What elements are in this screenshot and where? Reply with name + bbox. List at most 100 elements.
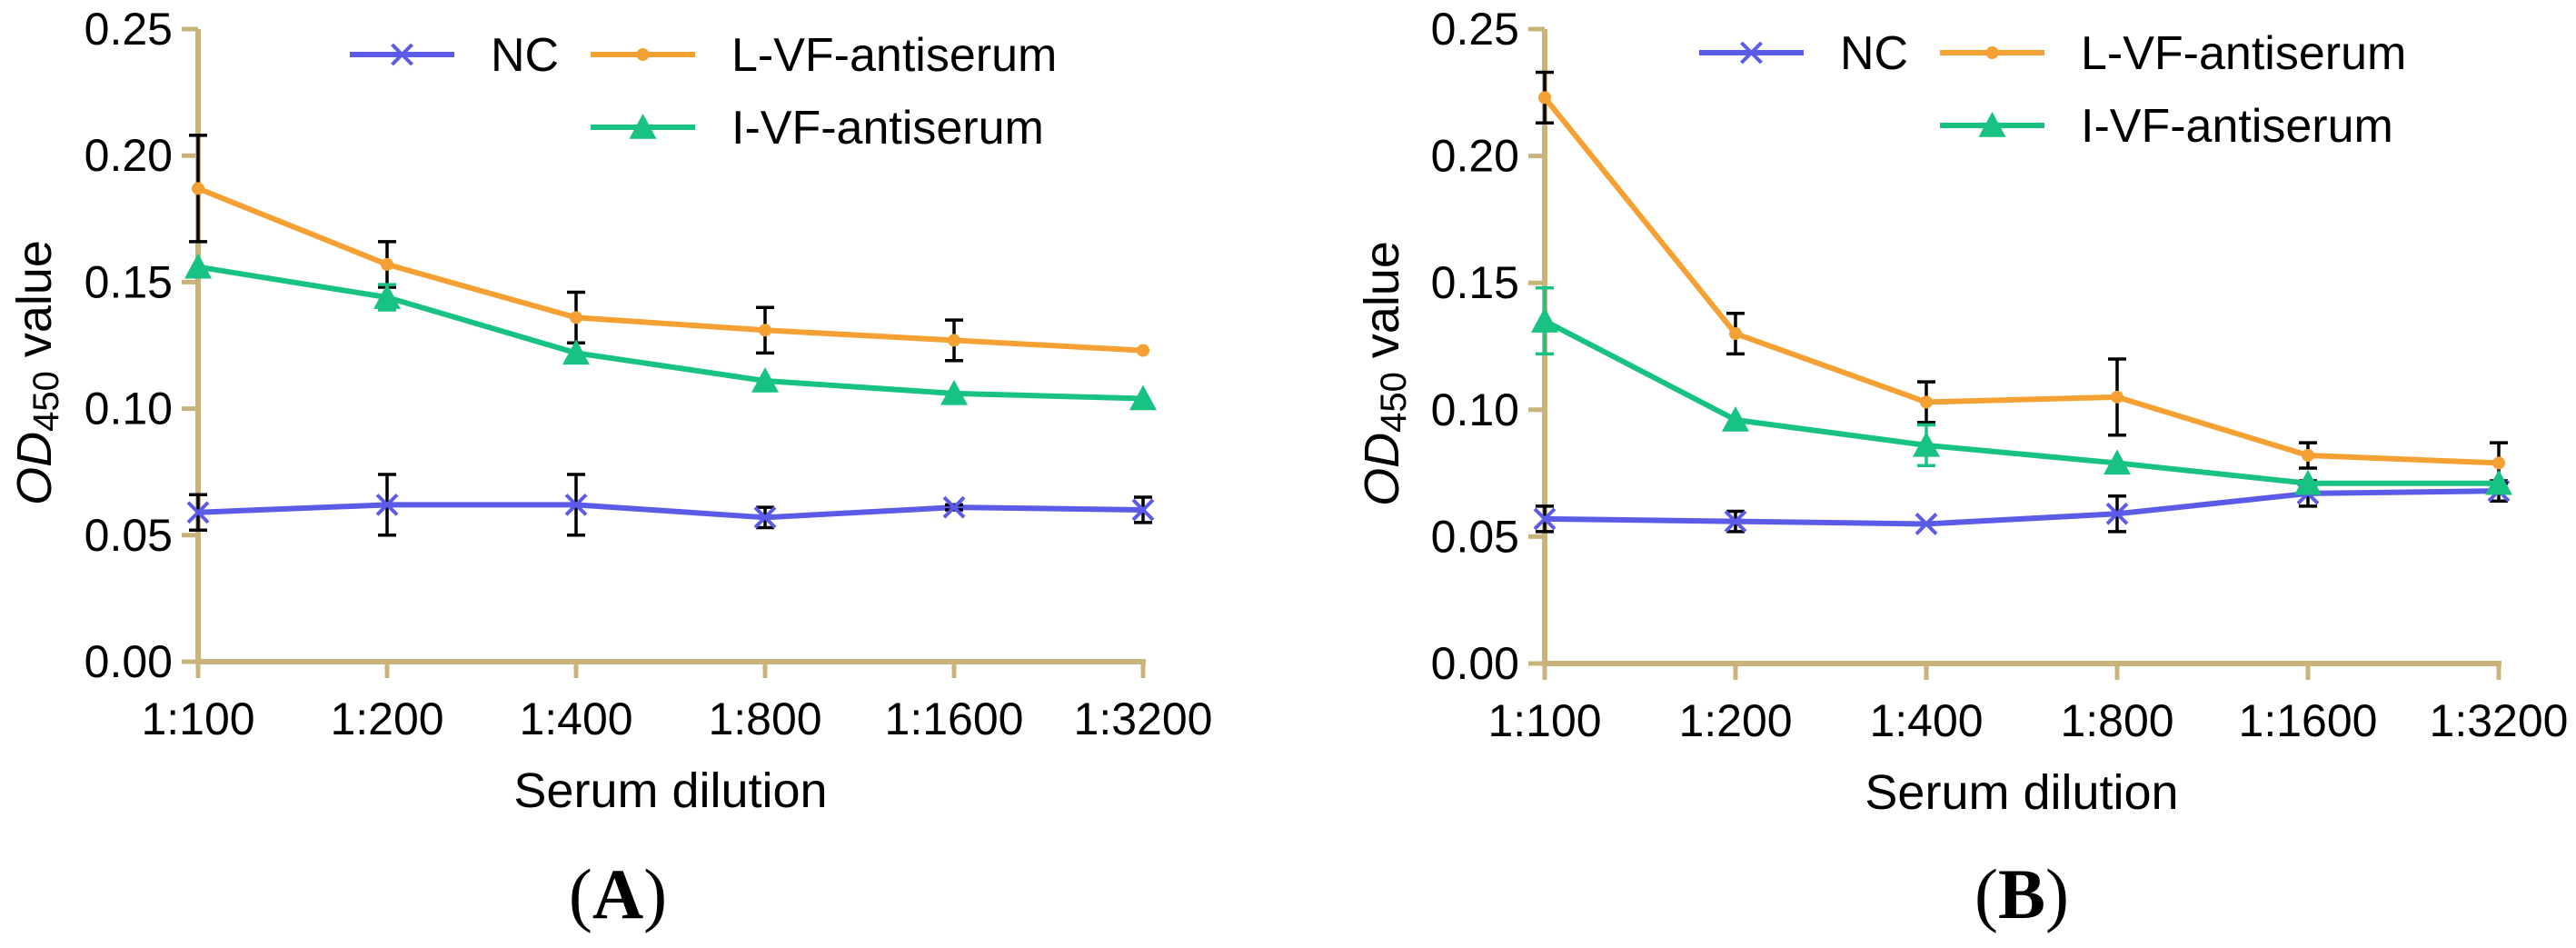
series-line-l-vf-antiserum: [1542, 95, 2500, 466]
y-tick-label: 0.05: [1431, 511, 1519, 562]
data-point: [942, 495, 966, 519]
legend-marker: [1740, 41, 1763, 65]
y-tick-label: 0.15: [85, 256, 173, 307]
data-point: [570, 311, 582, 324]
y-tick-label: 0.25: [1431, 4, 1519, 55]
x-tick-label: 1:800: [2060, 695, 2173, 746]
y-tick-label: 0.20: [85, 130, 173, 181]
data-point: [1920, 395, 1933, 409]
y-axis-title-subscript: 450: [1374, 372, 1414, 433]
series-line-nc: [1544, 488, 2500, 527]
x-tick-label: 1:100: [141, 694, 254, 744]
legend-item-nc: NC: [1699, 27, 1908, 80]
data-point: [2294, 469, 2322, 495]
data-point: [2105, 502, 2129, 525]
data-point: [1913, 431, 1940, 457]
data-point: [373, 284, 401, 309]
data-point: [2104, 449, 2131, 475]
series-nc: [1533, 479, 2511, 535]
legend-item-l-vf-antiserum: L-VF-antiserum: [1940, 27, 2406, 80]
data-point: [2302, 449, 2314, 463]
data-point: [184, 253, 212, 279]
data-point: [192, 182, 204, 195]
x-tick-label: 1:400: [1869, 695, 1983, 746]
x-tick-label: 1:1600: [2239, 695, 2378, 746]
data-point: [562, 339, 590, 365]
series-nc: [186, 473, 1155, 537]
y-tick-label: 0.00: [85, 636, 173, 687]
data-point: [759, 324, 771, 337]
legend-item-nc: NC: [350, 29, 559, 82]
data-point: [1724, 510, 1747, 534]
series-line-i-vf-antiserum: [1543, 318, 2499, 486]
data-point: [186, 501, 210, 524]
y-tick-label: 0.20: [1431, 131, 1519, 182]
data-point: [375, 493, 399, 516]
data-point: [1722, 405, 1749, 432]
data-point: [2492, 456, 2505, 470]
legend-label: NC: [491, 29, 559, 82]
panel-label: (B): [1974, 854, 2069, 933]
panel-label-letter: A: [592, 854, 643, 933]
legend: NC L-VF-antiserum I-VF-antiserum: [1699, 27, 2406, 153]
y-axis-title: OD450 value: [7, 240, 66, 505]
legend-item-l-vf-antiserum: L-VF-antiserum: [591, 29, 1057, 82]
legend-label: I-VF-antiserum: [731, 102, 1044, 155]
legend-marker: [391, 43, 413, 66]
data-point: [1531, 307, 1558, 333]
y-tick-label: 0.10: [85, 384, 173, 434]
legend-marker: [629, 114, 657, 139]
x-tick-label: 1:200: [1678, 695, 1792, 746]
legend-label: L-VF-antiserum: [731, 29, 1057, 82]
x-tick-label: 1:800: [708, 694, 821, 744]
data-point: [381, 257, 393, 271]
legend-marker: [1985, 46, 1999, 59]
data-point: [1533, 507, 1557, 531]
series-i-vf-antiserum: [1531, 286, 2512, 495]
y-axis-title-italic: OD: [7, 432, 62, 505]
y-tick-label: 0.05: [85, 510, 173, 561]
series-l-vf-antiserum: [189, 134, 1149, 363]
y-tick-label: 0.00: [1431, 638, 1519, 689]
legend-label: L-VF-antiserum: [2081, 27, 2406, 80]
x-tick-label: 1:100: [1487, 695, 1601, 746]
chart-panel-a: 0.00 0.05 0.10 0.15 0.20 0.25 1:100 1:200 1:400 1…: [7, 4, 1212, 933]
series-l-vf-antiserum: [1536, 70, 2508, 485]
data-point: [1915, 513, 1938, 535]
x-tick-label: 1:3200: [2430, 695, 2569, 746]
y-tick-label: 0.15: [1431, 257, 1519, 308]
y-tick-label: 0.10: [1431, 384, 1519, 435]
data-point: [751, 366, 779, 393]
data-point: [753, 505, 777, 529]
data-point: [1131, 498, 1155, 522]
y-axis-title-subscript: 450: [26, 371, 66, 432]
x-axis-title: Serum dilution: [513, 763, 827, 818]
x-tick-label: 1:1600: [885, 694, 1024, 744]
data-point: [1129, 384, 1157, 411]
panel-label-letter: B: [1998, 854, 2045, 933]
data-point: [948, 334, 960, 347]
data-point: [940, 379, 968, 405]
x-axis-title: Serum dilution: [1865, 765, 2178, 820]
series-line-i-vf-antiserum: [197, 264, 1144, 402]
legend: NC L-VF-antiserum I-VF-antiserum: [350, 29, 1057, 155]
data-point: [2485, 469, 2512, 495]
legend-marker: [1978, 112, 2006, 137]
x-tick-label: 1:400: [519, 694, 632, 744]
panel-label: (A): [569, 854, 667, 933]
data-point: [564, 493, 588, 516]
x-tick-label: 1:200: [330, 694, 443, 744]
series-line-l-vf-antiserum: [196, 185, 1144, 354]
legend-label: NC: [1840, 27, 1908, 80]
y-axis-title-rest: value: [7, 240, 62, 371]
legend-item-i-vf-antiserum: I-VF-antiserum: [1940, 100, 2393, 153]
x-tick-label: 1:3200: [1074, 694, 1213, 744]
y-tick-label: 0.25: [85, 4, 173, 55]
chart-panel-b: 0.00 0.05 0.10 0.15 0.20 0.25 1:100 1:200 1:400 1…: [1355, 4, 2568, 933]
data-point: [1137, 344, 1149, 357]
legend-item-i-vf-antiserum: I-VF-antiserum: [591, 102, 1044, 155]
data-point: [2111, 390, 2123, 404]
y-axis-title: OD450 value: [1355, 241, 1414, 506]
data-point: [1729, 327, 1742, 341]
